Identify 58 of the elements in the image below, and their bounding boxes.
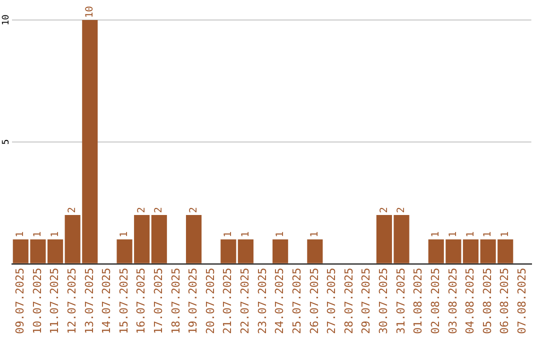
x-tick-label: 16.07.2025 [134, 268, 148, 334]
x-tick-label: 12.07.2025 [65, 268, 78, 334]
x-tick-label: 04.08.2025 [464, 268, 477, 334]
data-label: 1 [482, 231, 494, 238]
bar [151, 215, 167, 264]
data-label: 1 [274, 231, 286, 238]
data-label: 1 [50, 231, 61, 238]
data-label: 2 [378, 206, 390, 214]
y-tick-label: 5 [1, 139, 12, 145]
data-label: 2 [67, 206, 78, 214]
x-tick-label: 28.07.2025 [342, 268, 356, 334]
x-tick-label: 15.07.2025 [117, 268, 130, 334]
x-tick-label: 11.07.2025 [48, 268, 62, 334]
data-label: 1 [32, 231, 44, 238]
data-label: 2 [396, 206, 408, 214]
bar [307, 239, 323, 264]
data-label: 2 [154, 206, 165, 214]
x-tick-label: 07.08.2025 [516, 268, 529, 334]
data-label: 2 [188, 206, 200, 214]
bar [238, 239, 254, 264]
data-label: 1 [240, 231, 252, 238]
data-label: 1 [465, 231, 476, 238]
bar [186, 215, 202, 264]
x-tick-label: 10.07.2025 [30, 268, 44, 334]
x-tick-label: 17.07.2025 [152, 268, 165, 334]
x-tick-label: 27.07.2025 [325, 268, 338, 334]
data-label: 10 [84, 6, 96, 18]
data-label: 1 [15, 231, 26, 238]
x-tick-label: 23.07.2025 [256, 268, 269, 334]
x-tick-label: 31.07.2025 [394, 268, 408, 334]
x-tick-label: 03.08.2025 [446, 268, 460, 334]
bar [272, 239, 288, 264]
data-label: 1 [500, 231, 511, 238]
x-tick-label: 26.07.2025 [308, 268, 321, 334]
x-tick-label: 21.07.2025 [221, 268, 234, 334]
x-tick-label: 30.07.2025 [377, 268, 390, 334]
data-label: 1 [119, 231, 130, 238]
data-label: 1 [448, 231, 460, 238]
bar [220, 239, 236, 264]
x-tick-label: 02.08.2025 [428, 268, 442, 334]
x-tick-label: 24.07.2025 [273, 268, 286, 334]
x-tick-label: 14.07.2025 [100, 268, 114, 334]
x-tick-label: 13.07.2025 [82, 268, 96, 334]
x-tick-label: 19.07.2025 [186, 268, 200, 334]
x-tick-label: 09.07.2025 [14, 268, 27, 334]
x-tick-label: 20.07.2025 [204, 268, 217, 334]
data-label: 2 [136, 206, 148, 214]
x-tick-label: 18.07.2025 [169, 268, 182, 334]
data-label: 1 [222, 231, 234, 238]
data-label: 1 [310, 231, 321, 238]
x-tick-label: 06.08.2025 [498, 268, 512, 334]
x-tick-label: 29.07.2025 [360, 268, 373, 334]
x-tick-label: 05.08.2025 [480, 268, 494, 334]
bar [462, 239, 479, 264]
x-tick-label: 25.07.2025 [290, 268, 304, 334]
x-tick-label: 22.07.2025 [238, 268, 252, 334]
x-tick-label: 01.08.2025 [412, 268, 425, 334]
data-label: 1 [430, 231, 442, 238]
